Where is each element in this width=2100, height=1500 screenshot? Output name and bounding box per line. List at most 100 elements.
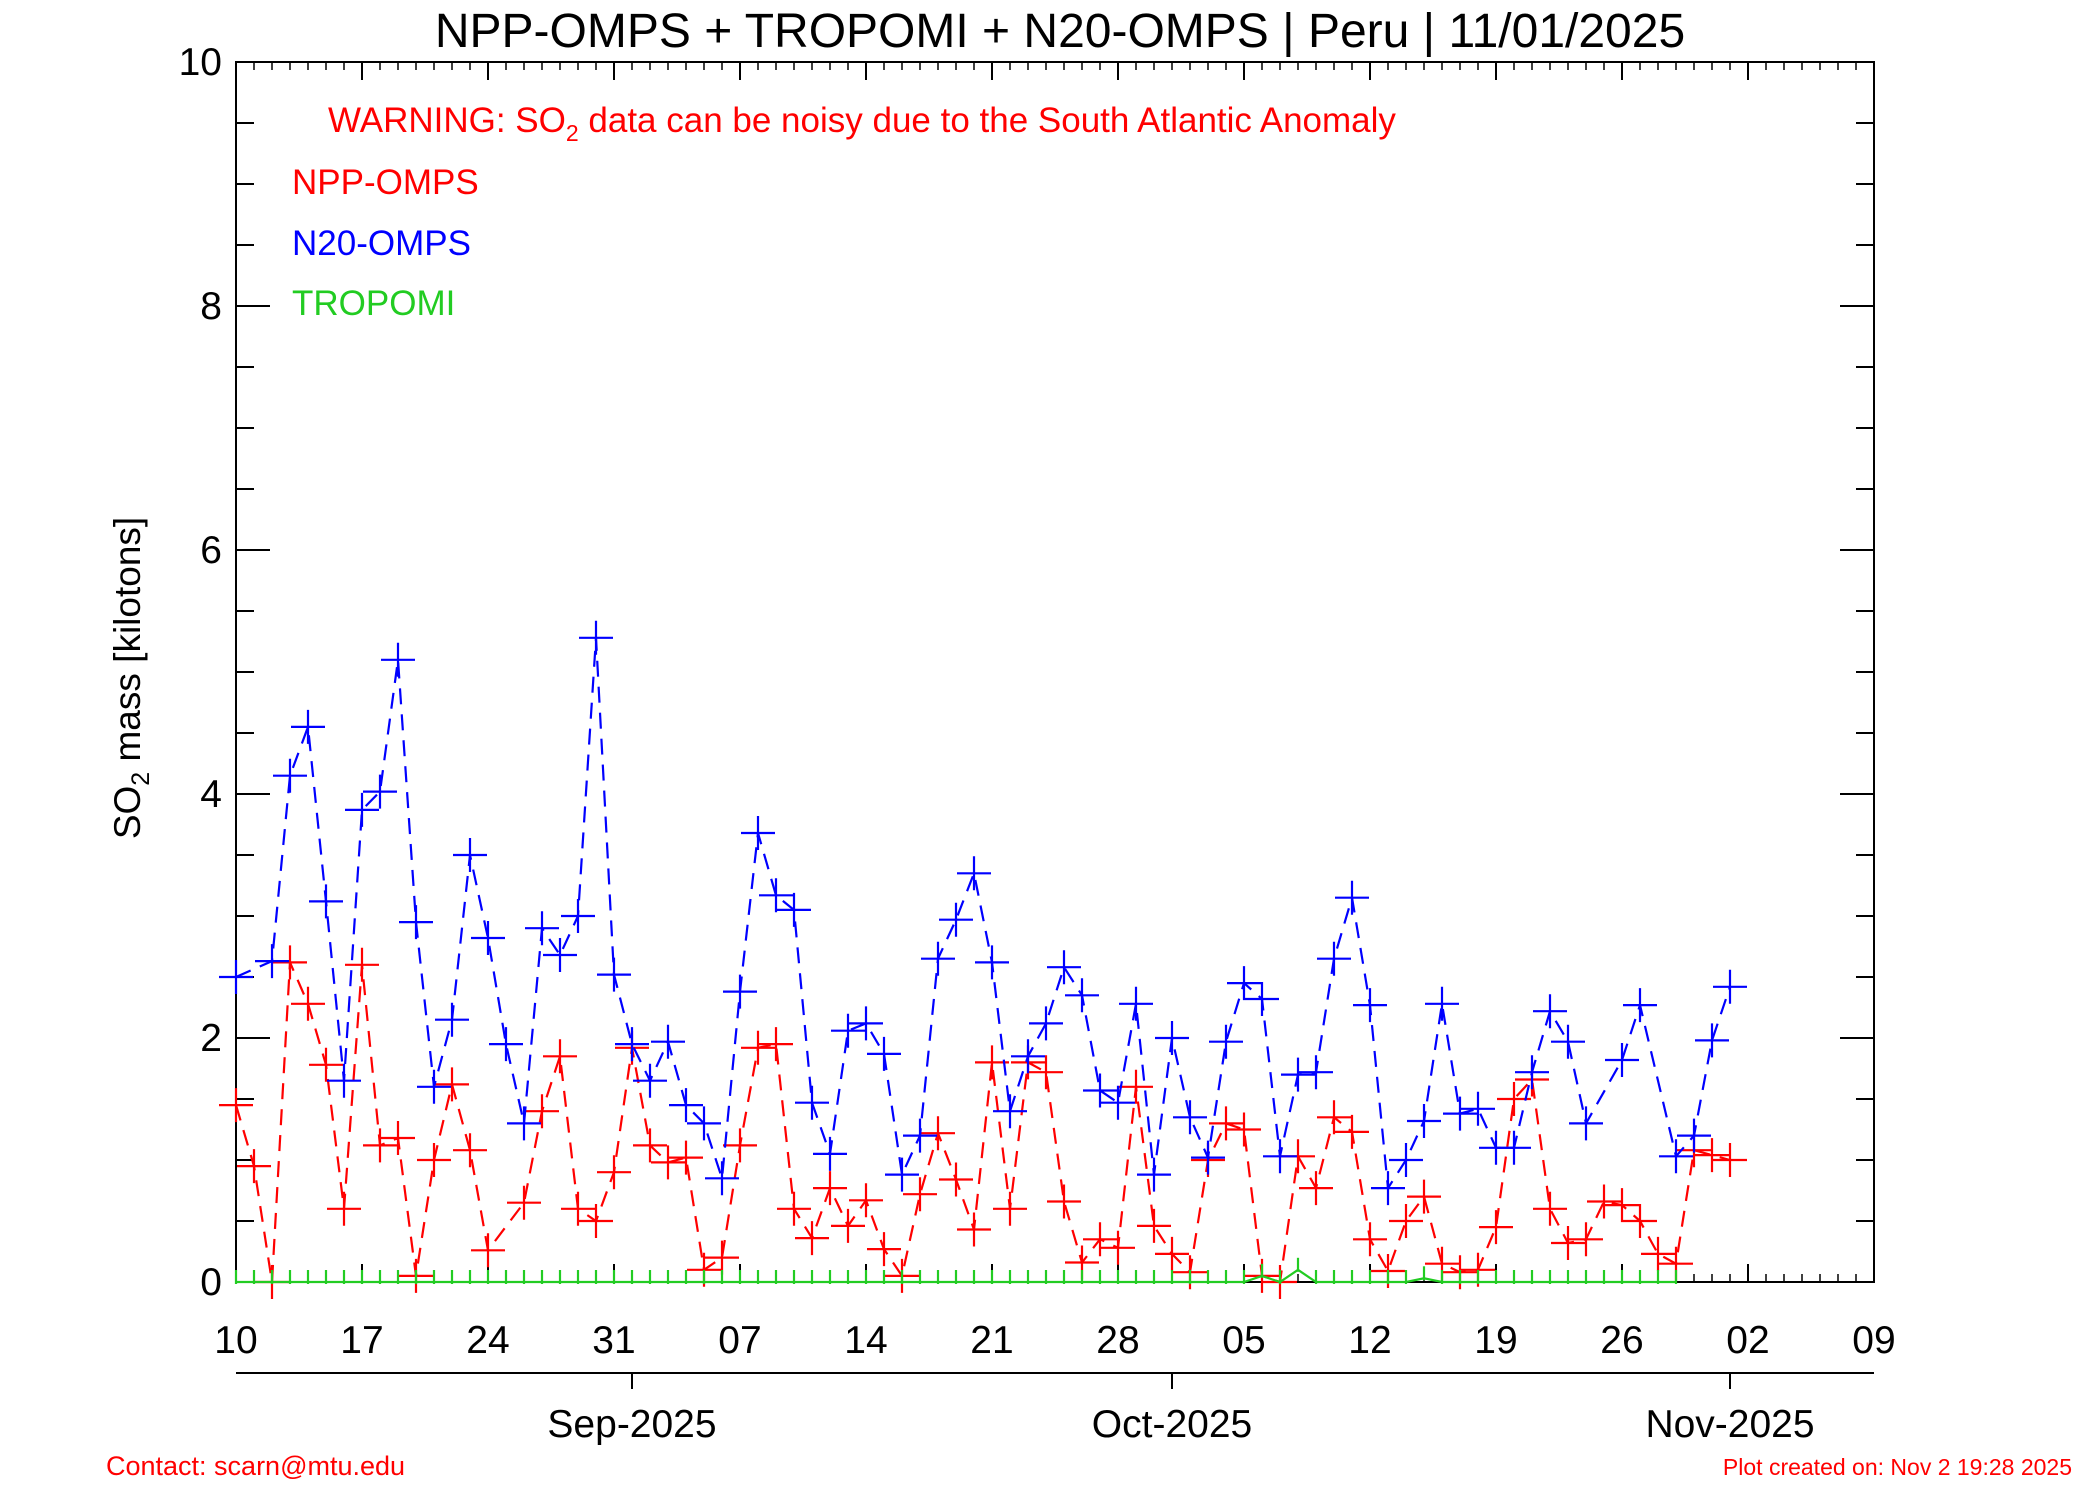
data-point bbox=[309, 1047, 343, 1082]
y-axis-label-subscript: 2 bbox=[127, 772, 155, 786]
data-point bbox=[759, 878, 793, 913]
data-point bbox=[1299, 1055, 1333, 1090]
data-point bbox=[975, 945, 1009, 980]
data-point bbox=[1515, 1055, 1549, 1090]
series-n20-omps bbox=[219, 620, 1747, 1206]
data-point bbox=[1353, 1222, 1387, 1257]
data-point bbox=[1155, 1236, 1189, 1271]
x-tick-label: 26 bbox=[1600, 1319, 1643, 1362]
x-tick-label: 31 bbox=[592, 1319, 635, 1362]
data-point bbox=[1047, 1184, 1081, 1219]
warning-subscript: 2 bbox=[566, 120, 579, 146]
y-tick-label: 8 bbox=[200, 285, 222, 328]
data-point bbox=[543, 1039, 577, 1074]
data-point bbox=[1029, 1006, 1063, 1041]
data-point bbox=[1137, 1157, 1171, 1192]
data-point bbox=[1029, 1055, 1063, 1090]
x-tick-label: 10 bbox=[214, 1319, 257, 1362]
data-point bbox=[291, 709, 325, 744]
plot-frame bbox=[235, 61, 1875, 1283]
data-point bbox=[723, 974, 757, 1009]
x-tick-label: 05 bbox=[1222, 1319, 1265, 1362]
data-point bbox=[1137, 1208, 1171, 1243]
y-axis-label: SO2 mass [kilotons] bbox=[107, 517, 155, 839]
series-npp-omps bbox=[219, 945, 1747, 1299]
data-point bbox=[1641, 1236, 1675, 1271]
data-point bbox=[471, 921, 505, 955]
y-tick-label: 10 bbox=[179, 41, 222, 84]
x-tick-label: 14 bbox=[844, 1319, 887, 1362]
x-tick-label: 21 bbox=[970, 1319, 1013, 1362]
chart-title: NPP-OMPS + TROPOMI + N20-OMPS | Peru | 1… bbox=[435, 5, 1685, 58]
data-point bbox=[561, 899, 595, 933]
x-tick-label: 19 bbox=[1474, 1319, 1517, 1362]
data-point bbox=[867, 1036, 901, 1071]
data-point bbox=[291, 986, 325, 1021]
data-point bbox=[831, 1208, 865, 1243]
warning-text: WARNING: SO2 data can be noisy due to th… bbox=[328, 101, 1396, 146]
data-point bbox=[237, 1149, 271, 1184]
legend-npp-omps: NPP-OMPS bbox=[292, 163, 479, 202]
data-point bbox=[813, 1136, 847, 1171]
data-point bbox=[1551, 1024, 1585, 1059]
data-point bbox=[219, 960, 253, 994]
data-point bbox=[381, 1121, 415, 1155]
legend-tropomi: TROPOMI bbox=[292, 284, 455, 323]
x-tick-label: 07 bbox=[718, 1319, 761, 1362]
data-point bbox=[1155, 1021, 1189, 1055]
x-tick-label: 02 bbox=[1726, 1319, 1769, 1362]
data-point bbox=[435, 1067, 469, 1102]
data-point bbox=[489, 1027, 523, 1062]
data-point bbox=[597, 957, 631, 992]
data-point bbox=[687, 1106, 721, 1141]
data-point bbox=[1569, 1222, 1603, 1257]
data-point bbox=[903, 1177, 937, 1212]
data-point bbox=[543, 938, 577, 972]
data-point bbox=[399, 905, 433, 940]
data-point bbox=[1569, 1106, 1603, 1141]
data-point bbox=[1659, 1139, 1693, 1174]
data-point bbox=[1299, 1171, 1333, 1206]
data-point bbox=[939, 902, 973, 937]
data-point bbox=[831, 1013, 865, 1048]
data-point bbox=[363, 774, 397, 809]
data-point bbox=[1083, 1222, 1117, 1257]
data-point bbox=[1173, 1100, 1207, 1135]
data-point bbox=[795, 1085, 829, 1120]
data-point bbox=[273, 945, 307, 980]
data-point bbox=[327, 1063, 361, 1098]
data-point bbox=[1623, 1204, 1657, 1238]
data-point bbox=[1047, 950, 1081, 985]
data-point bbox=[1695, 1138, 1729, 1173]
data-point bbox=[669, 1088, 703, 1123]
data-point bbox=[759, 1027, 793, 1062]
data-point bbox=[615, 1027, 649, 1062]
data-point bbox=[255, 944, 289, 979]
data-point bbox=[381, 642, 415, 677]
y-tick-label: 6 bbox=[200, 529, 222, 572]
data-point bbox=[561, 1191, 595, 1226]
data-point bbox=[1317, 1100, 1351, 1135]
data-point bbox=[363, 1128, 397, 1163]
data-point bbox=[1407, 1104, 1441, 1138]
month-label: Sep-2025 bbox=[547, 1403, 716, 1446]
data-point bbox=[1209, 1106, 1243, 1141]
data-point bbox=[633, 1128, 667, 1163]
data-point bbox=[867, 1232, 901, 1267]
data-point bbox=[903, 1118, 937, 1153]
x-tick-label: 28 bbox=[1096, 1319, 1139, 1362]
data-point bbox=[525, 1094, 559, 1129]
data-point bbox=[1443, 1096, 1477, 1131]
data-point bbox=[453, 838, 487, 872]
data-point bbox=[795, 1221, 829, 1256]
data-point bbox=[651, 1024, 685, 1059]
y-tick-label: 2 bbox=[200, 1017, 222, 1060]
month-label: Nov-2025 bbox=[1645, 1403, 1814, 1446]
data-point bbox=[939, 1162, 973, 1197]
data-point bbox=[1533, 1191, 1567, 1226]
data-point bbox=[741, 1030, 775, 1065]
data-point bbox=[849, 1183, 883, 1218]
data-point bbox=[597, 1155, 631, 1190]
data-point bbox=[417, 1069, 451, 1104]
